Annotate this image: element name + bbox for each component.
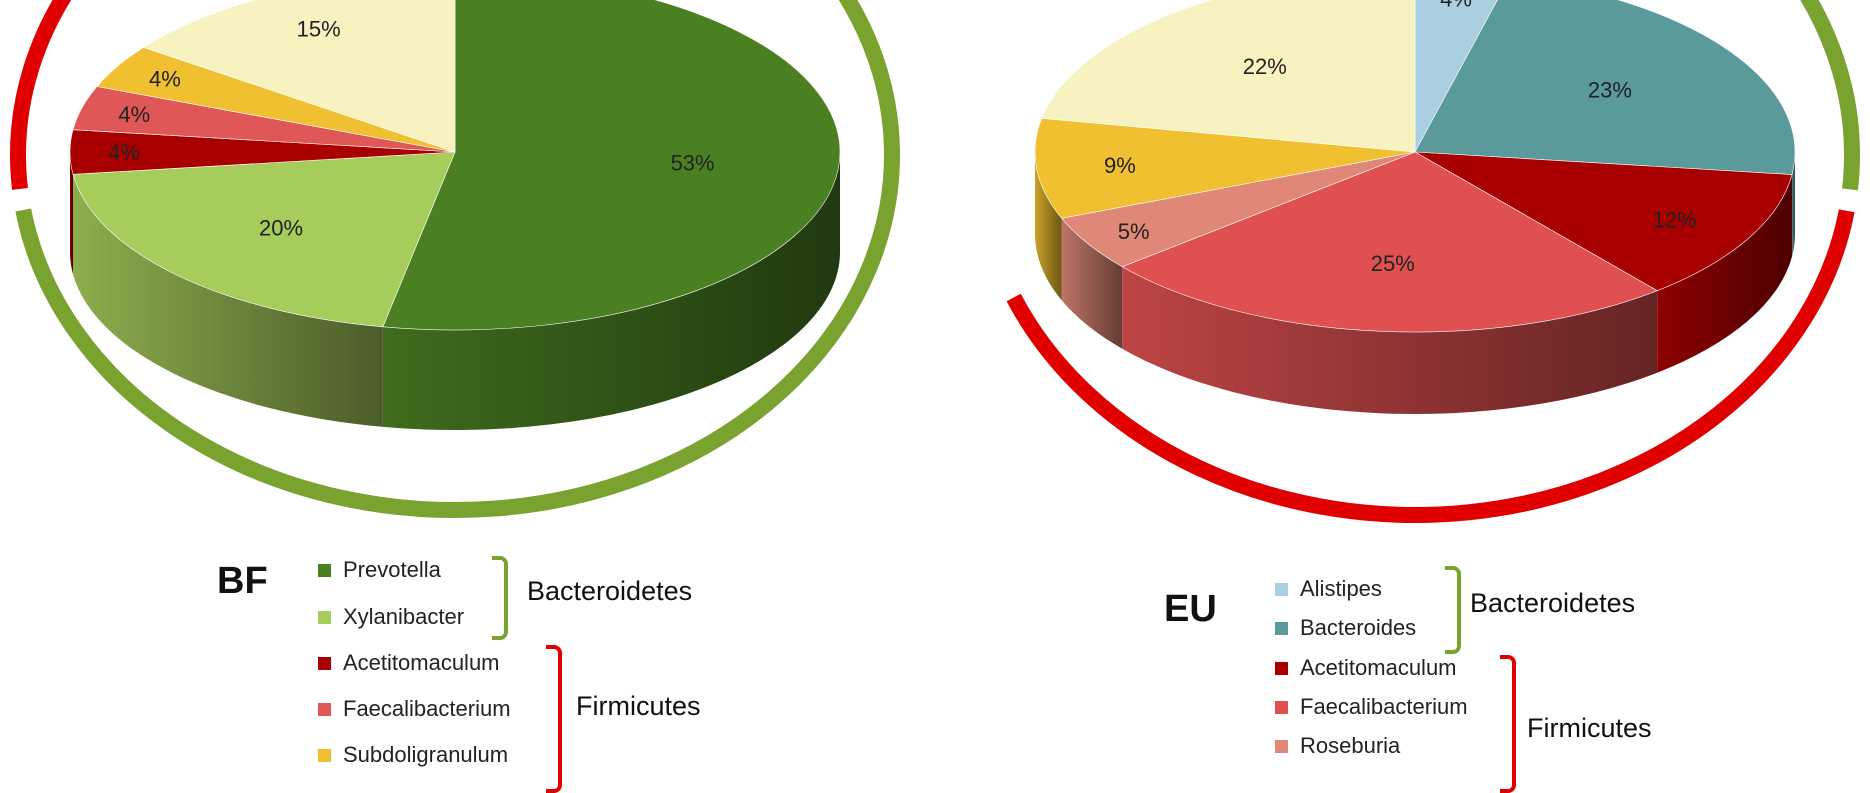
bf-group-label-firmicutes: Firmicutes <box>576 691 701 721</box>
eu-slice-label: 9% <box>1104 153 1136 178</box>
bf-slice-side <box>73 174 383 427</box>
eu-slice-label: 5% <box>1118 219 1150 244</box>
bf-slice <box>142 0 456 153</box>
eu-pie: 4% 23% 12% 25% 5% 9% 22% <box>1006 0 1860 523</box>
bf-legend-label: Acetitomaculum <box>343 650 500 675</box>
eu-swatch-bacteroides <box>1275 621 1288 635</box>
eu-legend-label: Alistipes <box>1300 576 1382 601</box>
eu-legend-item-alistipes: Alistipes <box>1275 576 1382 602</box>
eu-swatch-alistipes <box>1275 582 1288 596</box>
eu-slice-side <box>1061 218 1123 349</box>
eu-legend-label: Acetitomaculum <box>1300 655 1457 680</box>
eu-bacteroidetes-bracket <box>1445 566 1461 654</box>
eu-group-label-firmicutes: Firmicutes <box>1527 713 1652 743</box>
eu-swatch-faecalibacterium <box>1275 700 1288 714</box>
eu-firmicutes-bracket <box>1500 655 1516 793</box>
bf-slice-label: 53% <box>671 150 715 175</box>
bf-legend-item-xylanibacter: Xylanibacter <box>318 604 464 630</box>
bf-swatch-subdoligranulum <box>318 748 331 762</box>
eu-group-ring <box>1006 209 1855 523</box>
bf-legend-title: BF <box>217 560 268 602</box>
bf-legend-item-faecalibacterium: Faecalibacterium <box>318 696 511 722</box>
eu-legend-label: Roseburia <box>1300 733 1401 758</box>
eu-slice <box>1034 117 1416 219</box>
bf-legend-label: Faecalibacterium <box>343 696 511 721</box>
eu-group-label-bacteroidetes: Bacteroidetes <box>1470 588 1636 618</box>
bf-slice <box>382 0 841 331</box>
eu-slice-side <box>1657 174 1793 373</box>
eu-legend-title: EU <box>1164 588 1217 630</box>
bf-group-ring <box>10 0 72 190</box>
eu-slice-label: 22% <box>1243 54 1287 79</box>
eu-slice-label: 12% <box>1653 208 1697 233</box>
eu-slice <box>1041 0 1416 153</box>
bf-slice-label: 4% <box>149 66 181 91</box>
bf-swatch-xylanibacter <box>318 610 331 624</box>
eu-slice <box>1414 0 1796 175</box>
bf-slice-side <box>70 152 74 275</box>
bf-slice <box>72 151 456 328</box>
bf-slice-side <box>382 152 840 430</box>
bf-group-ring <box>15 0 900 518</box>
bf-slice-label: 15% <box>297 16 341 41</box>
eu-slice-label: 4% <box>1440 0 1472 11</box>
bf-swatch-faecalibacterium <box>318 702 331 716</box>
eu-swatch-roseburia <box>1275 739 1288 753</box>
eu-slice-side <box>1035 152 1062 301</box>
bf-group-label-bacteroidetes: Bacteroidetes <box>527 576 693 606</box>
eu-legend-item-bacteroides: Bacteroides <box>1275 615 1416 641</box>
bf-legend-label: Xylanibacter <box>343 604 465 629</box>
eu-legend-item-roseburia: Roseburia <box>1275 733 1400 759</box>
bf-slice-label: 4% <box>108 140 140 165</box>
bf-slice-label: 20% <box>259 216 303 241</box>
eu-group-ring <box>1800 0 1860 191</box>
eu-legend-item-faecalibacterium: Faecalibacterium <box>1275 694 1468 720</box>
bf-legend-item-subdoligranulum: Subdoligranulum <box>318 742 508 768</box>
figure: 53% 20% 4% 4% 4% 15% 4% 23% 12% 25% 5% 9% 22% BF Pre… <box>10 0 1860 793</box>
chart-canvas: 53% 20% 4% 4% 4% 15% 4% 23% 12% 25% 5% 9% 22% <box>10 0 1860 523</box>
eu-slice <box>1414 151 1793 292</box>
bf-swatch-acetitomaculum <box>318 656 331 670</box>
eu-swatch-acetitomaculum <box>1275 661 1288 675</box>
eu-slice-side <box>1792 152 1795 257</box>
eu-slice-label: 25% <box>1371 251 1415 276</box>
bf-legend-label: Prevotella <box>343 557 441 582</box>
bf-swatch-prevotella <box>318 563 331 577</box>
bf-pie: 53% 20% 4% 4% 4% 15% <box>10 0 900 518</box>
bf-firmicutes-bracket <box>546 645 562 793</box>
eu-slice-label: 23% <box>1588 77 1632 102</box>
bf-legend-item-acetitomaculum: Acetitomaculum <box>318 650 500 676</box>
bf-legend-item-prevotella: Prevotella <box>318 557 441 583</box>
bf-legend-label: Subdoligranulum <box>343 742 509 767</box>
eu-legend-item-acetitomaculum: Acetitomaculum <box>1275 655 1457 681</box>
bf-slice-label: 4% <box>118 102 150 127</box>
eu-slice <box>1121 151 1658 333</box>
eu-legend-label: Faecalibacterium <box>1300 694 1468 719</box>
bf-bacteroidetes-bracket <box>492 556 508 640</box>
eu-legend-label: Bacteroides <box>1300 615 1417 640</box>
eu-slice-side <box>1122 266 1658 415</box>
